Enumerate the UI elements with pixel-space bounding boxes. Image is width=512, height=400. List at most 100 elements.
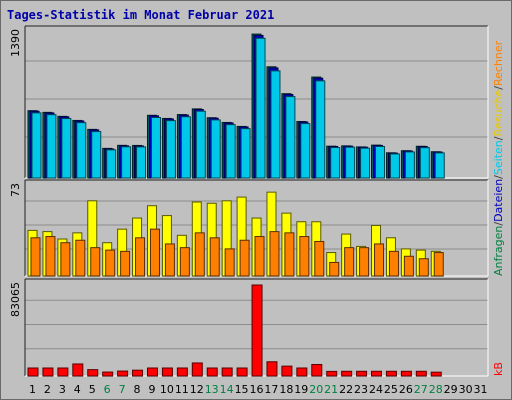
bar-rechner-day-3 xyxy=(60,242,71,277)
bar-seiten-day-14 xyxy=(225,124,236,179)
right-legend-item-0: Anfragen xyxy=(492,226,505,276)
bar-kb-day-2 xyxy=(42,367,54,377)
bar-kb-day-9 xyxy=(146,367,158,377)
bar-kb-day-20 xyxy=(311,363,323,377)
bar-kb-day-19 xyxy=(296,367,308,377)
bar-rechner-day-1 xyxy=(30,237,41,277)
x-tick-label-day-6: 6 xyxy=(104,383,111,396)
x-tick-label-day-25: 25 xyxy=(384,383,398,396)
right-legend-item-3: / xyxy=(492,175,505,179)
bar-rechner-day-15 xyxy=(239,239,250,277)
right-legend-series-names: Anfragen/Dateien/Seiten/Besuche/Rechner xyxy=(492,40,505,276)
bar-seiten-day-23 xyxy=(360,147,371,179)
x-tick-label-day-27: 27 xyxy=(414,383,428,396)
bar-rechner-day-7 xyxy=(120,250,131,277)
bar-kb-day-13 xyxy=(206,367,218,377)
x-tick-label-day-3: 3 xyxy=(59,383,66,396)
bar-seiten-day-17 xyxy=(270,70,281,179)
bar-rechner-day-28 xyxy=(433,252,444,277)
right-legend-item-4: Seiten xyxy=(492,140,505,175)
bar-seiten-day-28 xyxy=(434,152,445,179)
x-tick-label-day-9: 9 xyxy=(148,383,155,396)
bar-rechner-day-4 xyxy=(75,239,86,277)
bar-kb-day-27 xyxy=(415,370,427,377)
bar-kb-day-11 xyxy=(176,367,188,377)
bar-kb-day-21 xyxy=(326,370,338,377)
bar-rechner-day-20 xyxy=(314,240,325,277)
bar-rechner-day-23 xyxy=(359,247,370,277)
bar-seiten-day-6 xyxy=(106,149,117,179)
bar-seiten-day-12 xyxy=(195,110,206,179)
bar-rechner-day-25 xyxy=(388,250,399,277)
chart-title: Tages-Statistik im Monat Februar 2021 xyxy=(7,8,275,22)
bar-rechner-day-16 xyxy=(254,236,265,277)
bar-kb-day-23 xyxy=(356,370,368,377)
bar-rechner-day-19 xyxy=(299,236,310,277)
x-tick-label-day-12: 12 xyxy=(190,383,204,396)
bar-seiten-day-26 xyxy=(404,151,415,179)
x-tick-label-day-8: 8 xyxy=(134,383,141,396)
right-legend-item-8: Rechner xyxy=(492,40,505,86)
bar-kb-day-6 xyxy=(102,371,114,377)
right-legend-item-1: / xyxy=(492,222,505,226)
x-tick-label-day-15: 15 xyxy=(235,383,249,396)
bar-kb-day-15 xyxy=(236,367,248,377)
bar-rechner-day-12 xyxy=(194,232,205,277)
bar-rechner-day-8 xyxy=(135,237,146,277)
right-legend-item-0: kB xyxy=(492,362,505,376)
bar-rechner-day-10 xyxy=(164,243,175,277)
x-tick-label-day-24: 24 xyxy=(369,383,383,396)
x-tick-label-day-5: 5 xyxy=(89,383,96,396)
x-tick-label-day-19: 19 xyxy=(294,383,308,396)
x-tick-label-day-21: 21 xyxy=(324,383,338,396)
bar-kb-day-12 xyxy=(191,362,203,377)
right-legend-item-2: Dateien xyxy=(492,179,505,222)
x-tick-label-day-18: 18 xyxy=(279,383,293,396)
bar-rechner-day-6 xyxy=(105,249,116,277)
bar-seiten-day-24 xyxy=(375,145,386,179)
bar-rechner-day-2 xyxy=(45,236,56,277)
bar-seiten-day-16 xyxy=(255,37,266,179)
x-tick-label-day-22: 22 xyxy=(339,383,353,396)
bar-rechner-day-18 xyxy=(284,232,295,277)
bar-seiten-day-1 xyxy=(31,112,42,179)
bar-rechner-day-14 xyxy=(224,248,235,277)
x-tick-label-day-2: 2 xyxy=(44,383,51,396)
bar-kb-day-7 xyxy=(117,370,129,377)
bar-kb-day-26 xyxy=(400,370,412,377)
bar-seiten-day-21 xyxy=(330,147,341,179)
bar-rechner-day-13 xyxy=(209,237,220,277)
x-tick-label-day-1: 1 xyxy=(29,383,36,396)
bar-kb-day-3 xyxy=(57,367,69,377)
x-tick-label-day-13: 13 xyxy=(205,383,219,396)
bar-seiten-day-10 xyxy=(165,120,176,179)
x-tick-label-day-28: 28 xyxy=(429,383,443,396)
x-tick-label-day-4: 4 xyxy=(74,383,81,396)
x-tick-label-day-11: 11 xyxy=(175,383,189,396)
bar-kb-day-22 xyxy=(341,370,353,377)
right-legend-item-6: Besuche xyxy=(492,89,505,136)
bar-seiten-day-25 xyxy=(389,153,400,179)
bar-seiten-day-15 xyxy=(240,128,251,179)
bar-seiten-day-5 xyxy=(91,131,102,179)
bar-rechner-day-9 xyxy=(149,228,160,277)
x-tick-label-day-31: 31 xyxy=(474,383,488,396)
bar-rechner-day-24 xyxy=(374,243,385,277)
bar-kb-day-17 xyxy=(266,361,278,377)
bar-rechner-day-17 xyxy=(269,231,280,277)
x-tick-label-day-14: 14 xyxy=(220,383,234,396)
bar-kb-day-14 xyxy=(221,367,233,377)
bar-seiten-day-2 xyxy=(46,114,57,179)
x-tick-label-day-20: 20 xyxy=(309,383,323,396)
x-tick-label-day-23: 23 xyxy=(354,383,368,396)
bar-kb-day-10 xyxy=(161,367,173,377)
bar-seiten-day-8 xyxy=(136,146,147,179)
bar-seiten-day-18 xyxy=(285,96,296,179)
bar-rechner-day-27 xyxy=(418,258,429,277)
bar-rechner-day-5 xyxy=(90,247,101,277)
bar-seiten-day-4 xyxy=(76,122,87,179)
x-tick-label-day-10: 10 xyxy=(160,383,174,396)
panel-bottom-ymax-label: 83065 xyxy=(9,282,22,317)
bar-seiten-day-27 xyxy=(419,147,430,179)
